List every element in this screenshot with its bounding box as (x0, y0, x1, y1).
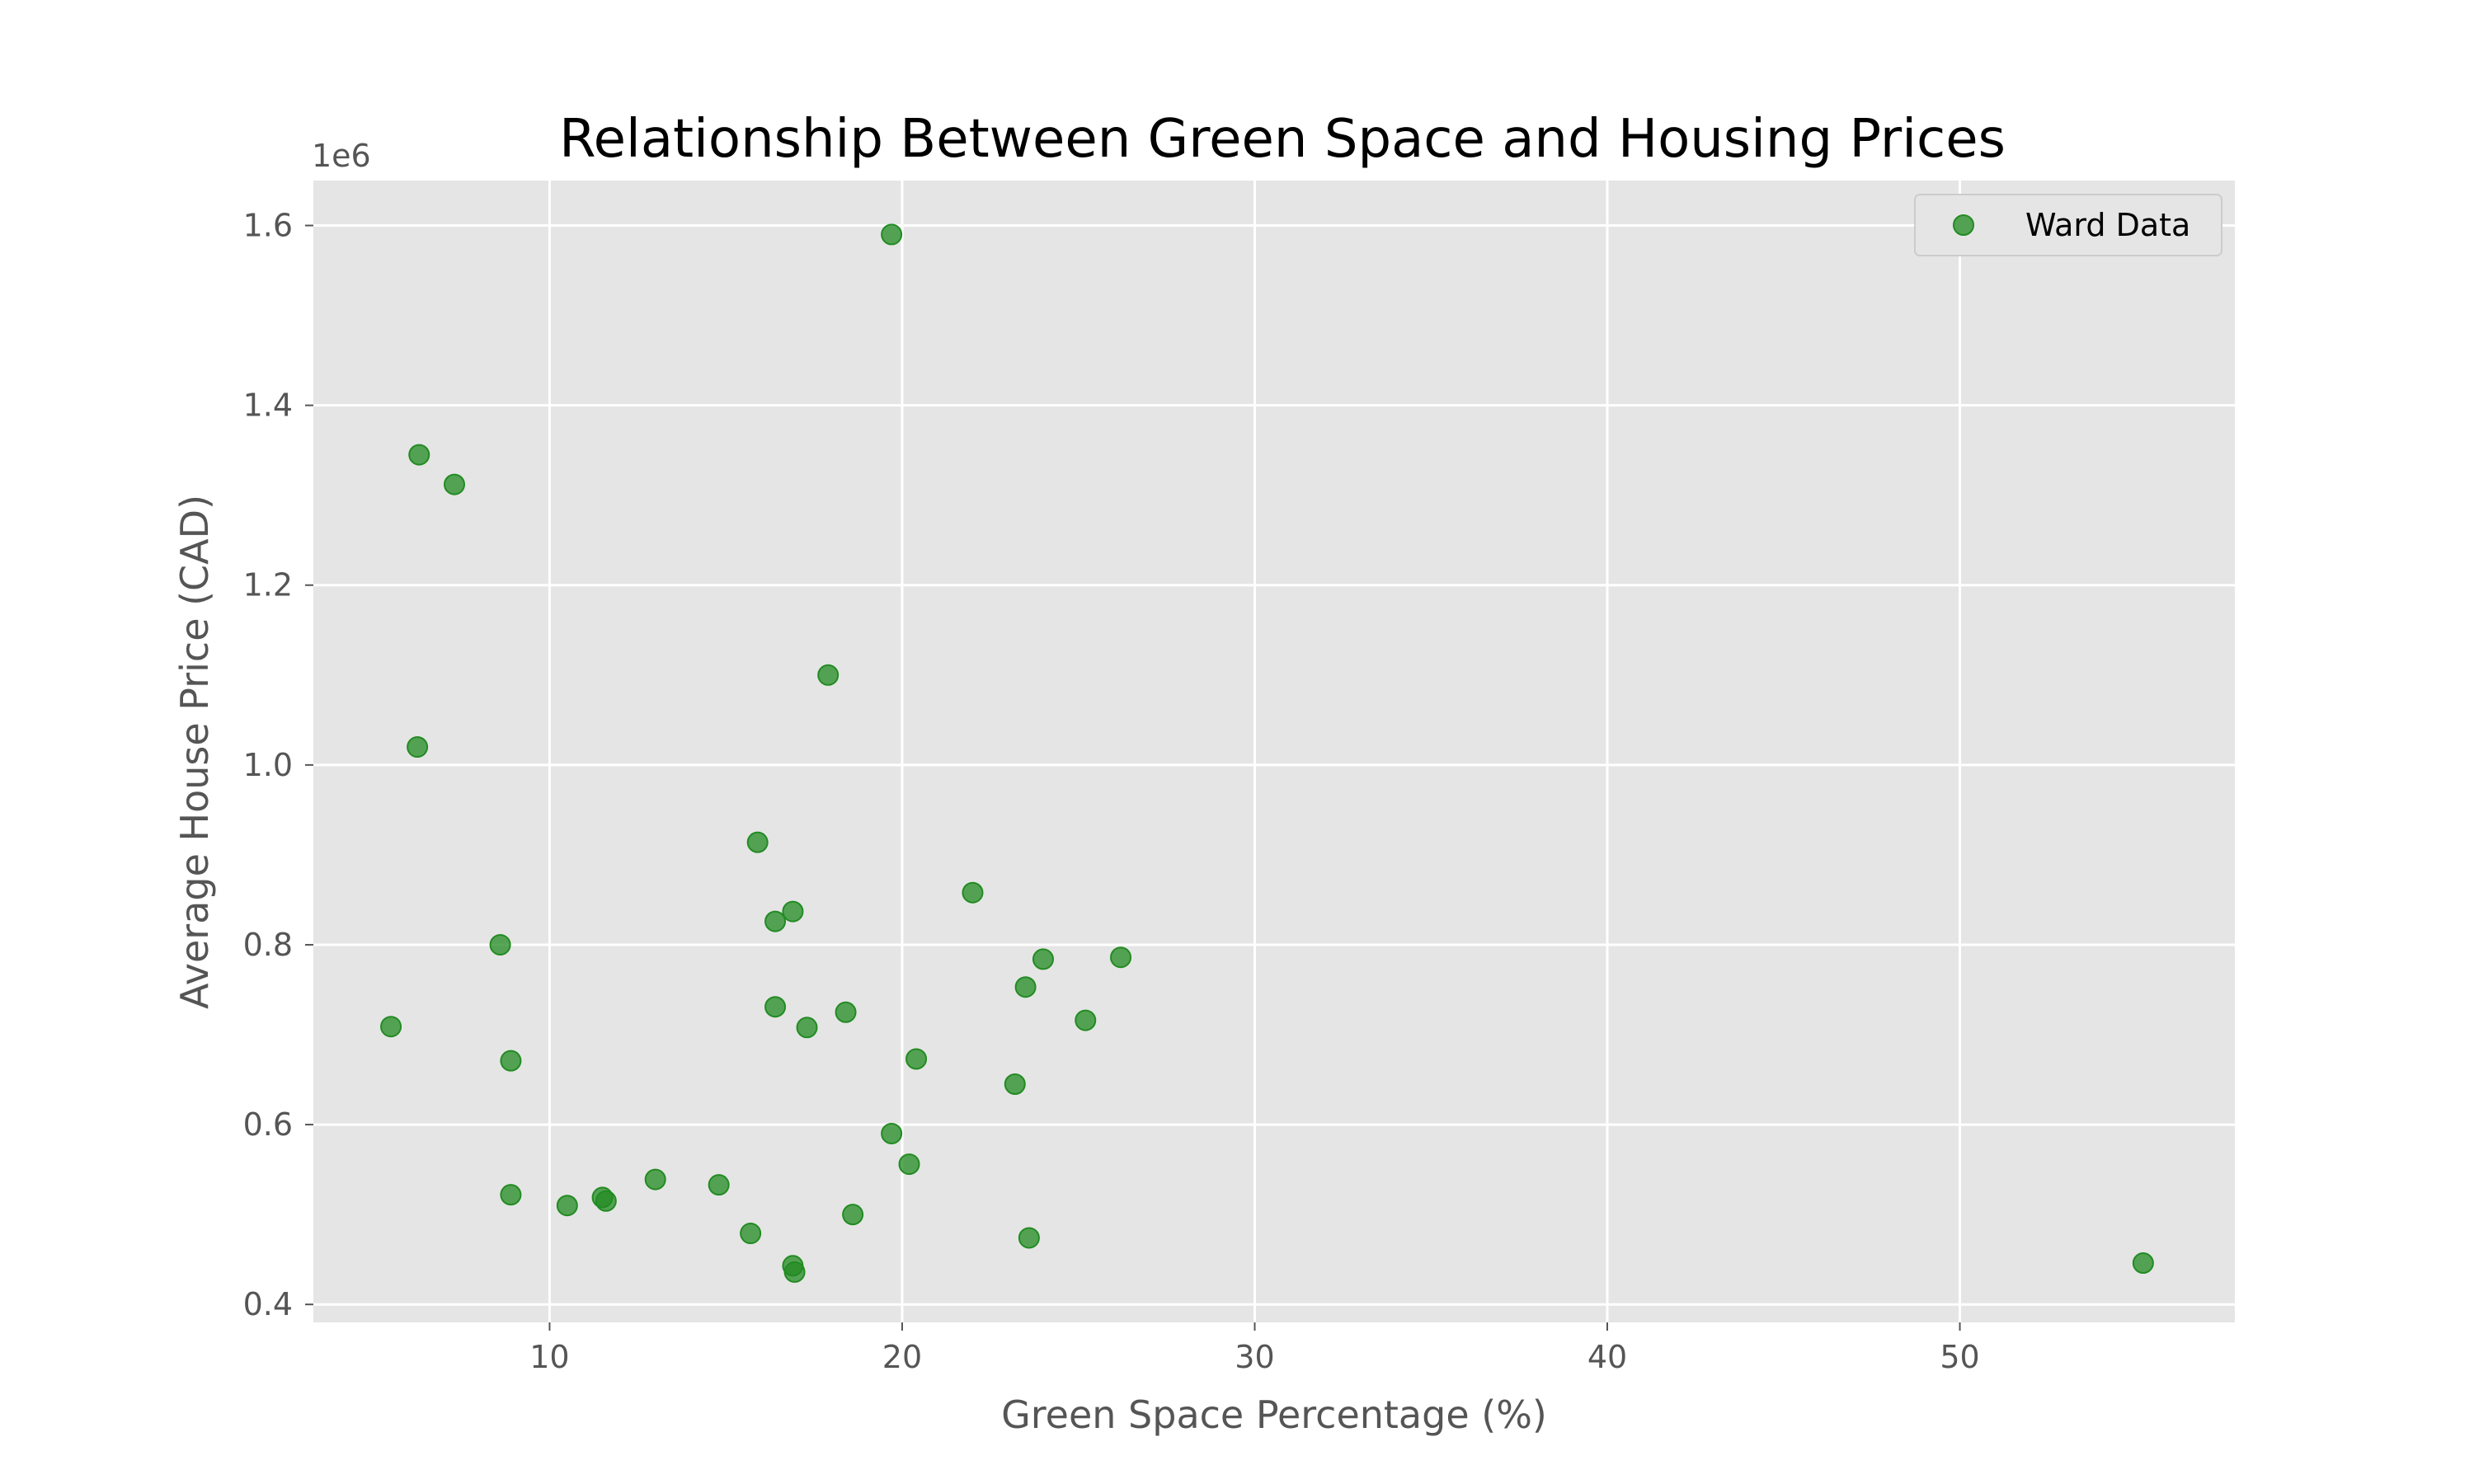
y-axis-label: Average House Price (CAD) (172, 495, 217, 1009)
data-point (881, 223, 903, 246)
y-tick-label: 1.6 (243, 208, 293, 244)
grid-lines (313, 181, 2235, 1322)
data-point (783, 1261, 806, 1283)
data-point (764, 996, 787, 1018)
data-point (556, 1195, 578, 1217)
data-point (489, 933, 511, 956)
data-points (380, 223, 2154, 1283)
y-tick-label: 0.4 (243, 1286, 293, 1322)
data-point (1018, 1227, 1040, 1249)
data-point (881, 1122, 903, 1144)
data-point (2132, 1252, 2154, 1275)
legend-marker (1953, 214, 1974, 236)
y-tick-label: 1.4 (243, 387, 293, 424)
x-axis-label: Green Space Percentage (%) (1001, 1392, 1547, 1437)
data-point (644, 1168, 666, 1190)
data-point (817, 664, 840, 686)
data-point (500, 1050, 522, 1072)
x-tick-label: 50 (1940, 1339, 1979, 1375)
data-point (835, 1001, 857, 1023)
legend-label: Ward Data (2025, 207, 2190, 243)
data-point (842, 1204, 864, 1226)
x-tick-label: 10 (529, 1339, 569, 1375)
data-point (746, 831, 769, 853)
data-point (905, 1048, 928, 1070)
axis-ticks: 10 20 30 40 50 0.4 0.6 0.8 1.0 1.2 1.4 1.6 (243, 208, 1980, 1375)
data-point (500, 1184, 522, 1206)
y-axis-offset-label: 1e6 (312, 138, 371, 174)
data-point (1004, 1073, 1026, 1096)
data-point (796, 1017, 818, 1039)
data-point (740, 1223, 762, 1245)
chart-title: Relationship Between Green Space and Hou… (559, 109, 2006, 170)
data-point (708, 1174, 730, 1196)
y-tick-label: 1.0 (243, 747, 293, 783)
data-point (444, 473, 466, 495)
data-point (898, 1153, 920, 1176)
plot-area (313, 181, 2235, 1322)
data-point (962, 881, 984, 904)
x-tick-label: 20 (882, 1339, 922, 1375)
data-point (1075, 1009, 1097, 1031)
data-point (1110, 946, 1132, 969)
y-tick-label: 1.2 (243, 567, 293, 603)
y-tick-label: 0.6 (243, 1106, 293, 1143)
data-point (782, 900, 804, 923)
x-tick-label: 30 (1235, 1339, 1274, 1375)
data-point (407, 736, 429, 758)
data-point (408, 444, 430, 466)
data-point (380, 1016, 402, 1038)
legend-box (1914, 194, 2222, 256)
data-point (1032, 948, 1054, 970)
legend: Ward Data (1914, 194, 2222, 256)
data-point (764, 910, 787, 932)
data-point (1014, 976, 1037, 998)
y-tick-label: 0.8 (243, 927, 293, 963)
data-point (595, 1190, 617, 1212)
x-tick-label: 40 (1587, 1339, 1627, 1375)
